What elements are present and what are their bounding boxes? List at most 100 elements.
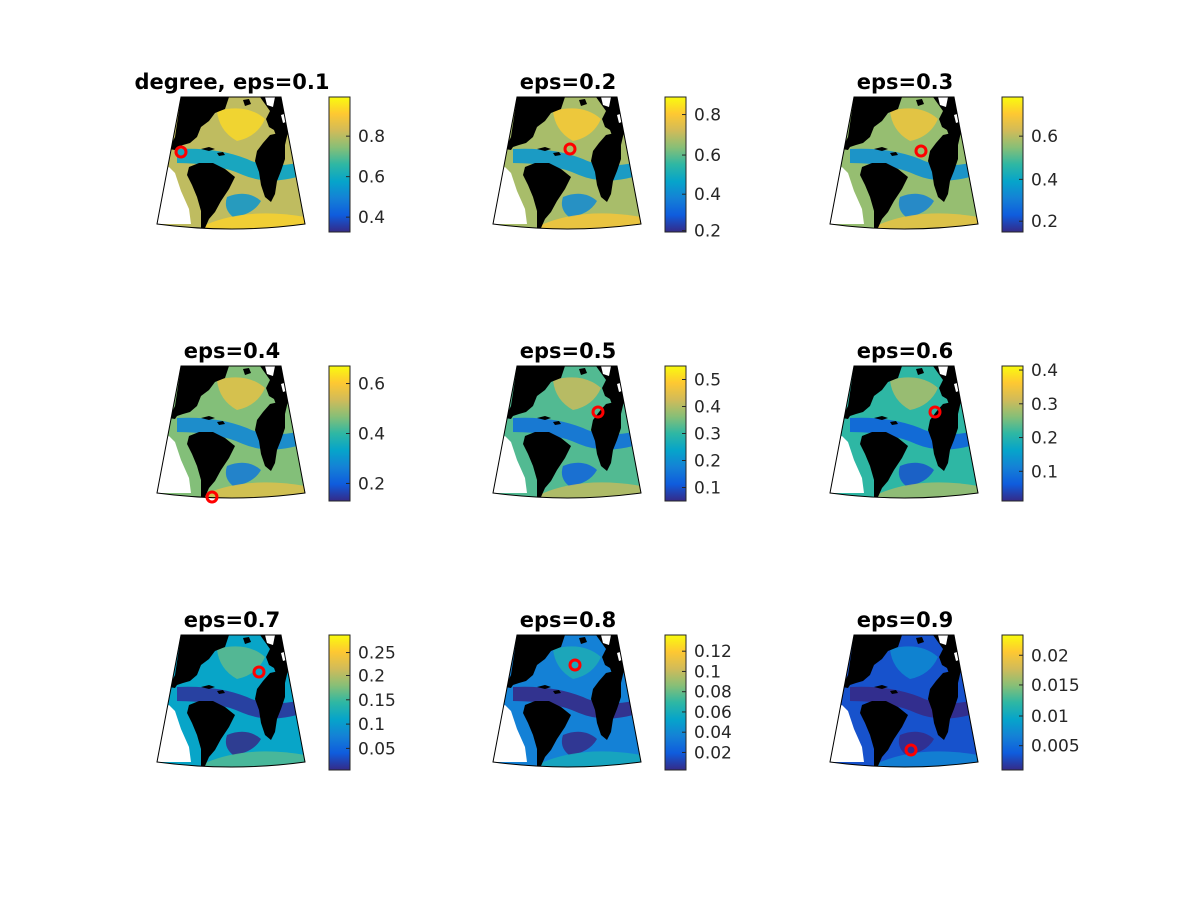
land-mass xyxy=(946,107,951,114)
land-mass xyxy=(609,376,614,383)
colorbar-tick-label: 0.6 xyxy=(694,146,721,166)
panel-title: eps=0.5 xyxy=(520,339,617,363)
map-frame xyxy=(829,365,979,499)
colorbar-tick-label: 0.4 xyxy=(1031,361,1058,381)
colorbar-tick-label: 0.4 xyxy=(358,208,385,228)
land-mass xyxy=(842,635,902,688)
land-mask xyxy=(938,635,948,645)
colorbar-tick-label: 0.4 xyxy=(694,398,721,418)
land-mask xyxy=(938,97,948,107)
land-mass xyxy=(933,635,961,683)
colorbar-tick-label: 0.02 xyxy=(694,743,732,763)
colorbar-tick-label: 0.4 xyxy=(694,185,721,205)
colorbar-tick-label: 0.02 xyxy=(1031,646,1069,666)
land-mass xyxy=(169,635,229,688)
colorbar: 0.8 0.6 0.4 0.2 xyxy=(664,96,721,242)
land-mass xyxy=(505,366,565,419)
land-mass xyxy=(579,368,587,375)
colorbar-tick-label: 0.15 xyxy=(358,691,396,711)
panel-2: eps=0.2 0.8 0.6 0.4 0.2 xyxy=(492,70,721,242)
land-mass xyxy=(609,107,614,114)
colorbar-tick-label: 0.4 xyxy=(1031,170,1058,190)
colorbar: 0.5 0.4 0.3 0.2 0.1 xyxy=(664,365,721,502)
panel-7: eps=0.7 0.25 0.2 0.15 0.1 0.05 xyxy=(156,608,396,771)
colorbar-tick-label: 0.4 xyxy=(358,425,385,445)
land-mass xyxy=(874,416,888,420)
colorbar-tick-label: 0.25 xyxy=(358,644,396,664)
colorbar-tick-label: 0.2 xyxy=(358,474,385,494)
colorbar-tick-label: 0.05 xyxy=(358,739,396,759)
land-mass xyxy=(916,368,924,375)
land-mass xyxy=(553,152,561,156)
land-mass xyxy=(596,635,624,683)
ocean-field xyxy=(493,97,641,229)
land-mass xyxy=(860,432,908,497)
land-mass xyxy=(946,376,951,383)
map-frame xyxy=(156,96,306,230)
land-mask xyxy=(265,635,275,645)
land-mask xyxy=(601,366,611,376)
colorbar-tick-label: 0.08 xyxy=(694,683,732,703)
location-marker xyxy=(252,665,266,679)
land-mass xyxy=(187,701,235,766)
colorbar-tick-label: 0.1 xyxy=(1031,462,1058,482)
land-mass xyxy=(255,402,285,471)
map-frame xyxy=(829,634,979,768)
panel-4: eps=0.4 0.6 0.4 0.2 xyxy=(156,339,385,504)
ocean-field xyxy=(157,635,305,767)
map-frame xyxy=(156,634,306,768)
land-mass xyxy=(553,421,561,425)
land-mass xyxy=(523,163,571,228)
land-mass xyxy=(596,366,624,414)
colorbar: 0.6 0.4 0.2 xyxy=(1001,96,1058,233)
land-mass xyxy=(523,701,571,766)
land-mass xyxy=(860,701,908,766)
land-mask xyxy=(265,97,275,107)
colorbar: 0.02 0.015 0.01 0.005 xyxy=(1001,634,1080,771)
land-mass xyxy=(928,133,958,202)
land-mass xyxy=(596,97,624,145)
land-mask xyxy=(265,366,275,376)
location-marker xyxy=(205,490,219,504)
map-frame xyxy=(492,634,642,768)
colorbar-tick-label: 0.015 xyxy=(1031,676,1080,696)
panel-title: eps=0.7 xyxy=(184,608,281,632)
colorbar-tick-label: 0.3 xyxy=(694,425,721,445)
land-mass xyxy=(260,366,288,414)
location-marker xyxy=(174,145,188,159)
land-mass xyxy=(874,685,888,689)
location-marker xyxy=(928,405,942,419)
location-marker xyxy=(563,142,577,156)
land-mass xyxy=(591,671,621,740)
land-mass xyxy=(169,366,229,419)
land-mass xyxy=(874,147,888,151)
ocean-field xyxy=(830,635,978,767)
location-marker xyxy=(904,743,918,757)
location-marker xyxy=(568,658,582,672)
land-mass xyxy=(217,690,225,694)
land-mask xyxy=(938,366,948,376)
land-mass xyxy=(537,685,551,689)
colorbar: 0.8 0.6 0.4 xyxy=(328,96,385,233)
colorbar: 0.4 0.3 0.2 0.1 xyxy=(1001,361,1058,502)
location-marker xyxy=(591,405,605,419)
panel-title: eps=0.6 xyxy=(857,339,954,363)
colorbar-tick-label: 0.06 xyxy=(694,703,732,723)
ocean-field xyxy=(493,635,641,767)
panel-title: eps=0.3 xyxy=(857,70,954,94)
panel-5: eps=0.5 0.5 0.4 0.3 0.2 0.1 xyxy=(492,339,721,502)
land-mass xyxy=(273,645,278,652)
land-mass xyxy=(169,97,229,150)
land-mass xyxy=(255,671,285,740)
land-mass xyxy=(579,637,587,644)
ocean-field xyxy=(157,366,305,498)
panel-title: degree, eps=0.1 xyxy=(134,70,329,94)
land-mass xyxy=(260,635,288,683)
land-mass xyxy=(933,97,961,145)
colorbar-tick-label: 0.1 xyxy=(694,479,721,499)
land-mass xyxy=(591,133,621,202)
land-mass xyxy=(890,152,898,156)
land-mass xyxy=(591,402,621,471)
land-mass xyxy=(890,690,898,694)
panel-title: eps=0.4 xyxy=(184,339,281,363)
